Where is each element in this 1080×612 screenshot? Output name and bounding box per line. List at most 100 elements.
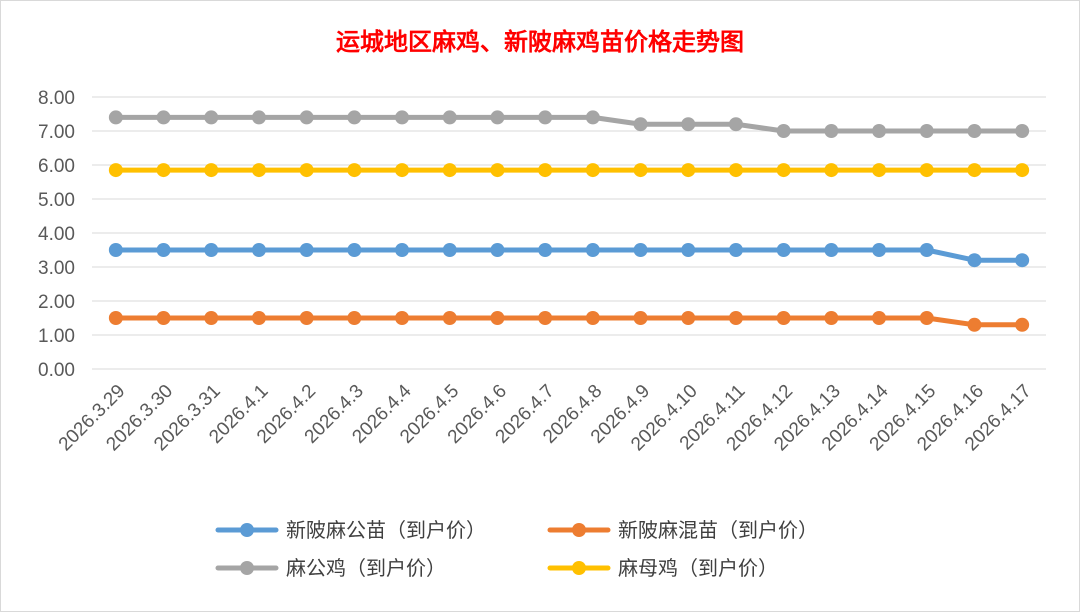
data-point xyxy=(108,243,123,257)
data-point xyxy=(156,311,171,325)
legend-swatch-marker xyxy=(572,561,586,575)
data-point xyxy=(251,243,266,257)
data-point xyxy=(681,117,696,132)
data-point xyxy=(585,311,600,325)
data-point xyxy=(872,124,887,138)
legend-label: 新陂麻公苗（到户价） xyxy=(286,518,486,542)
legend-swatch-marker xyxy=(240,561,254,575)
data-point xyxy=(967,124,982,138)
data-point xyxy=(824,124,839,138)
data-point xyxy=(108,311,123,325)
data-point xyxy=(538,110,553,125)
data-point xyxy=(538,311,553,325)
data-point xyxy=(585,243,600,257)
data-point xyxy=(824,243,839,257)
data-point xyxy=(347,163,362,178)
data-point xyxy=(633,243,648,257)
legend-item: 新陂麻公苗（到户价） xyxy=(215,518,486,542)
data-point xyxy=(251,163,266,178)
data-point xyxy=(824,163,839,178)
data-point xyxy=(1015,124,1030,138)
data-point xyxy=(251,311,266,325)
data-point xyxy=(585,163,600,178)
y-tick-label: 7.00 xyxy=(38,122,75,143)
data-point xyxy=(776,124,791,138)
legend-item: 新陂麻混苗（到户价） xyxy=(547,518,818,542)
data-point xyxy=(442,311,457,325)
series-2 xyxy=(108,110,1030,138)
data-point xyxy=(204,163,219,178)
data-point xyxy=(872,243,887,257)
data-point xyxy=(1015,253,1030,268)
data-point xyxy=(395,243,410,257)
data-point xyxy=(490,243,505,257)
data-point xyxy=(490,311,505,325)
data-point xyxy=(776,163,791,178)
legend-item: 麻公鸡（到户价） xyxy=(215,556,446,580)
data-point xyxy=(967,253,982,268)
data-point xyxy=(824,311,839,325)
data-point xyxy=(108,163,123,178)
data-point xyxy=(347,110,362,125)
data-point xyxy=(919,124,934,138)
data-point xyxy=(156,163,171,178)
legend-label: 麻母鸡（到户价） xyxy=(618,556,778,580)
data-point xyxy=(347,243,362,257)
y-tick-label: 8.00 xyxy=(38,88,75,109)
y-tick-label: 5.00 xyxy=(38,190,75,211)
data-point xyxy=(538,243,553,257)
series-0 xyxy=(108,243,1030,268)
y-tick-label: 4.00 xyxy=(38,224,75,245)
data-point xyxy=(872,163,887,178)
data-point xyxy=(490,163,505,178)
data-point xyxy=(776,243,791,257)
series-3 xyxy=(108,163,1030,178)
data-point xyxy=(442,110,457,125)
data-point xyxy=(347,311,362,325)
data-point xyxy=(728,163,743,178)
data-point xyxy=(633,163,648,178)
data-point xyxy=(395,110,410,125)
data-point xyxy=(204,110,219,125)
data-point xyxy=(299,110,314,125)
data-point xyxy=(1015,317,1030,332)
data-point xyxy=(204,311,219,325)
data-point xyxy=(633,117,648,132)
data-point xyxy=(395,163,410,178)
data-point xyxy=(919,243,934,257)
legend-swatch-marker xyxy=(240,523,254,537)
data-point xyxy=(728,311,743,325)
data-point xyxy=(872,311,887,325)
data-point xyxy=(967,317,982,332)
data-point xyxy=(204,243,219,257)
legend-item: 麻母鸡（到户价） xyxy=(547,556,778,580)
data-point xyxy=(728,117,743,132)
data-point xyxy=(156,243,171,257)
data-point xyxy=(681,311,696,325)
series-line xyxy=(113,247,1025,263)
data-point xyxy=(251,110,266,125)
data-point xyxy=(442,243,457,257)
data-point xyxy=(490,110,505,125)
y-tick-label: 1.00 xyxy=(38,326,75,347)
data-point xyxy=(108,110,123,125)
data-point xyxy=(633,311,648,325)
data-point xyxy=(585,110,600,125)
data-point xyxy=(395,311,410,325)
series-line xyxy=(113,315,1025,328)
y-tick-label: 6.00 xyxy=(38,156,75,177)
chart-title: 运城地区麻鸡、新陂麻鸡苗价格走势图 xyxy=(336,28,744,56)
data-point xyxy=(538,163,553,178)
data-point xyxy=(1015,163,1030,178)
data-point xyxy=(776,311,791,325)
series-line xyxy=(113,114,1025,134)
y-tick-label: 2.00 xyxy=(38,292,75,313)
data-point xyxy=(299,311,314,325)
y-tick-label: 0.00 xyxy=(38,360,75,381)
data-point xyxy=(967,163,982,178)
data-point xyxy=(681,243,696,257)
legend-label: 麻公鸡（到户价） xyxy=(286,556,446,580)
data-point xyxy=(156,110,171,125)
